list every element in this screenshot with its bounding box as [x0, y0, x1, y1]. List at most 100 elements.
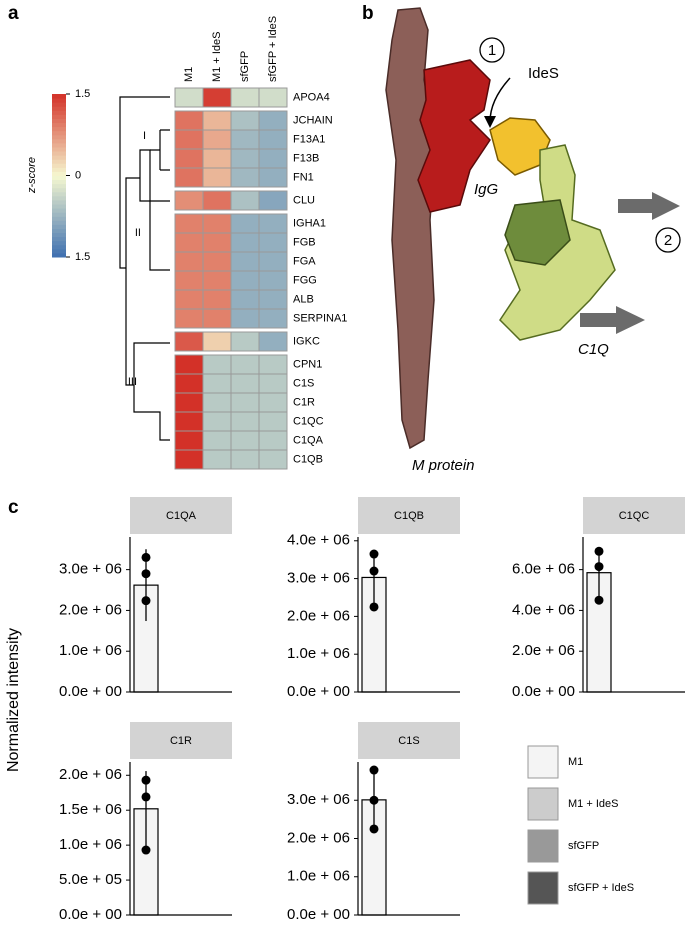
heatmap-cell — [202, 148, 232, 169]
y-tick-label: 0.0e + 00 — [59, 906, 122, 923]
data-point — [141, 775, 151, 785]
strip — [130, 497, 232, 534]
colorbar-tick-label: 1.5 — [75, 251, 90, 263]
heatmap-cell — [230, 251, 260, 272]
colorbar-segment — [52, 134, 66, 140]
legend-swatch — [527, 829, 559, 863]
legend-label: M1 — [568, 756, 583, 768]
heatmap-cell — [174, 110, 204, 131]
y-tick-label: 3.0e + 06 — [287, 791, 350, 808]
heatmap-cell — [230, 411, 260, 432]
heatmap-cell — [202, 251, 232, 272]
heatmap-cell — [230, 331, 260, 352]
colorbar-segment — [52, 216, 66, 221]
colorbar-segment — [52, 199, 66, 205]
row-label: SERPINA1 — [293, 312, 347, 324]
step-label: 2 — [664, 232, 672, 249]
legend-label: sfGFP — [568, 840, 599, 852]
protein-label: M protein — [412, 457, 475, 474]
heatmap-cell — [202, 87, 232, 108]
heatmap-cell — [202, 331, 232, 352]
heatmap-cell — [258, 331, 288, 352]
heatmap-cell — [174, 270, 204, 291]
heatmap-cell — [258, 430, 288, 451]
y-tick-label: 0.0e + 00 — [512, 683, 575, 700]
colorbar-segment — [52, 183, 66, 189]
data-point — [369, 824, 379, 834]
row-label: APOA4 — [293, 91, 330, 103]
data-point — [594, 595, 604, 605]
heatmap-cell — [258, 129, 288, 150]
colorbar-segment — [52, 114, 66, 119]
panel-label: b — [362, 3, 374, 24]
colorbar-segment — [52, 122, 66, 128]
strip-title: C1QC — [619, 510, 650, 522]
cluster-label: II — [135, 227, 141, 239]
heatmap-cell — [174, 449, 204, 470]
heatmap-cell — [202, 232, 232, 253]
heatmap-cell — [202, 373, 232, 394]
heatmap-cell — [174, 148, 204, 169]
colorbar-segment — [52, 159, 66, 164]
heatmap-cell — [258, 270, 288, 291]
data-point — [141, 596, 151, 606]
heatmap-cell — [230, 148, 260, 169]
y-tick-label: 2.0e + 06 — [59, 601, 122, 618]
colorbar-segment — [52, 110, 66, 115]
data-point — [369, 765, 379, 775]
y-tick-label: 5.0e + 05 — [59, 871, 122, 888]
y-tick-label: 1.0e + 06 — [59, 642, 122, 659]
colorbar-segment — [52, 171, 66, 176]
y-tick-label: 4.0e + 06 — [287, 532, 350, 549]
y-tick-label: 1.5e + 06 — [59, 801, 122, 818]
heatmap-cell — [258, 190, 288, 211]
heatmap-cell — [230, 232, 260, 253]
row-label: ALB — [293, 293, 314, 305]
row-label: C1R — [293, 396, 315, 408]
heatmap-cell — [202, 190, 232, 211]
data-point — [369, 602, 379, 612]
heatmap-cell — [230, 87, 260, 108]
data-point — [594, 546, 604, 556]
strip — [130, 722, 232, 759]
row-label: FN1 — [293, 171, 314, 183]
legend-swatch — [527, 745, 559, 779]
y-tick-label: 0.0e + 00 — [59, 683, 122, 700]
colorbar-segment — [52, 228, 66, 234]
heatmap-cell — [230, 430, 260, 451]
colorbar-segment — [52, 94, 66, 99]
y-tick-label: 1.0e + 06 — [287, 645, 350, 662]
y-tick-label: 2.0e + 06 — [287, 607, 350, 624]
y-tick-label: 0.0e + 00 — [287, 683, 350, 700]
colorbar-segment — [52, 248, 66, 254]
heatmap-cell — [230, 354, 260, 375]
heatmap-cell — [258, 289, 288, 310]
colorbar-segment — [52, 212, 66, 217]
strip-title: C1S — [398, 735, 419, 747]
data-point — [369, 549, 379, 559]
heatmap-cell — [202, 392, 232, 413]
column-label: sfGFP — [239, 51, 251, 82]
row-label: C1QC — [293, 415, 324, 427]
colorbar-segment — [52, 195, 66, 201]
heatmap-cell — [174, 167, 204, 188]
heatmap-cell — [202, 449, 232, 470]
y-tick-label: 0.0e + 00 — [287, 906, 350, 923]
colorbar-segment — [52, 179, 66, 185]
y-tick-label: 1.0e + 06 — [59, 836, 122, 853]
heatmap-cell — [230, 167, 260, 188]
row-label: CPN1 — [293, 358, 322, 370]
y-tick-label: 6.0e + 06 — [512, 561, 575, 578]
colorbar-label: z-score — [26, 157, 38, 194]
panel-label: c — [8, 497, 19, 518]
colorbar-segment — [52, 146, 66, 152]
y-tick-label: 3.0e + 06 — [59, 561, 122, 578]
heatmap-cell — [202, 354, 232, 375]
step-label: 1 — [488, 42, 496, 59]
heatmap-cell — [202, 167, 232, 188]
heatmap-cell — [202, 411, 232, 432]
heatmap-cell — [174, 392, 204, 413]
data-point — [369, 795, 379, 805]
illustration — [385, 7, 681, 450]
legend-swatch — [527, 871, 559, 905]
